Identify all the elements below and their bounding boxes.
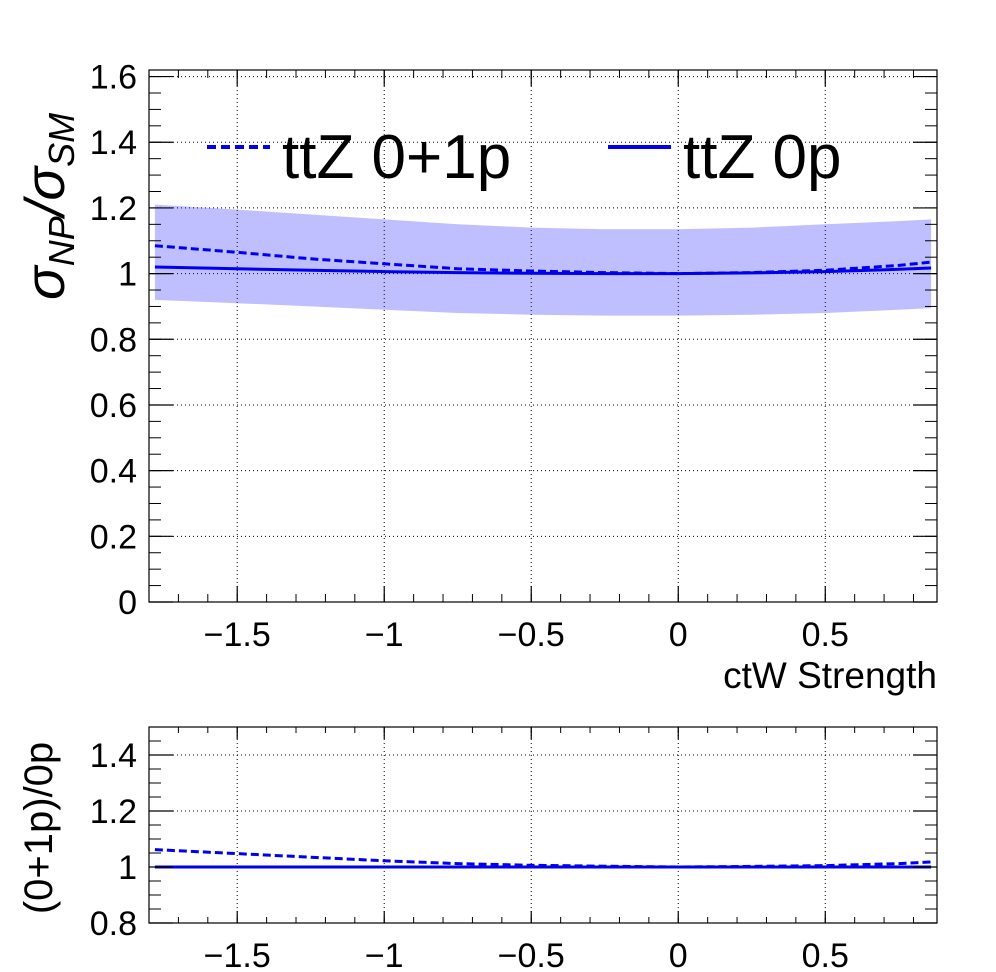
y-title-slash-sigma: /σ <box>13 165 76 221</box>
y-title-sub-np: NP <box>41 216 82 266</box>
legend: ttZ 0+1p ttZ 0p <box>207 123 842 192</box>
x-tick-label: −1 <box>365 616 404 654</box>
ratio-plot-panel: −1.5 −1 −0.5 0 0.5 0.8 1 1.2 1.4 (0+1p)/0p <box>17 726 938 972</box>
main-x-tick-labels: −1.5 −1 −0.5 0 0.5 <box>204 616 849 654</box>
y-tick-label: 1.2 <box>90 793 137 831</box>
y-title-sigma: σ <box>13 264 76 300</box>
series-line-ttz-0p <box>154 265 932 276</box>
x-tick-label: −1.5 <box>204 616 271 654</box>
x-tick-label: −1 <box>365 937 404 972</box>
y-tick-label: 1 <box>118 849 137 887</box>
uncertainty-band <box>154 204 932 316</box>
y-tick-label: 1.2 <box>90 190 137 228</box>
main-y-tick-labels: 0 0.2 0.4 0.6 0.8 1 1.2 1.4 1.6 <box>90 59 137 622</box>
ratio-plot-frame <box>148 726 938 924</box>
x-tick-label: 0.5 <box>802 616 849 654</box>
y-axis-title: σNP/σSM <box>13 113 82 300</box>
ratio-x-tick-labels: −1.5 −1 −0.5 0 0.5 <box>204 937 849 972</box>
legend-label-ttz-0p: ttZ 0p <box>683 123 842 192</box>
x-tick-label: −0.5 <box>498 937 565 972</box>
y-tick-label: 0.4 <box>90 453 137 491</box>
y-tick-label: 1.4 <box>90 124 137 162</box>
y-title-sub-sm: SM <box>41 113 82 167</box>
main-axis-ticks <box>148 70 937 603</box>
x-tick-label: −1.5 <box>204 937 271 972</box>
series-line-ttz-0-1p <box>154 244 932 276</box>
y-tick-label: 0 <box>118 584 137 622</box>
ratio-line-dashed <box>154 848 932 869</box>
ratio-grid <box>149 727 937 923</box>
y-tick-label: 0.8 <box>90 905 137 943</box>
y-tick-label: 0.6 <box>90 387 137 425</box>
x-tick-label: −0.5 <box>498 616 565 654</box>
y-tick-label: 0.8 <box>90 321 137 359</box>
x-axis-title: ctW Strength <box>723 655 937 696</box>
ratio-y-axis-title: (0+1p)/0p <box>17 742 61 914</box>
main-plot-panel: −1.5 −1 −0.5 0 0.5 0 0.2 0.4 0.6 0.8 1 1.2 1.4 1.6 t… <box>13 59 938 696</box>
y-tick-label: 1 <box>118 256 137 294</box>
main-grid <box>149 70 937 602</box>
ratio-y-tick-labels: 0.8 1 1.2 1.4 <box>90 737 137 943</box>
legend-label-ttz-0-1p: ttZ 0+1p <box>282 123 511 192</box>
main-plot-frame <box>148 69 938 603</box>
y-tick-label: 0.2 <box>90 518 137 556</box>
x-tick-label: 0 <box>669 616 688 654</box>
x-tick-label: 0.5 <box>802 937 849 972</box>
x-tick-label: 0 <box>669 937 688 972</box>
ratio-axis-ticks <box>148 726 937 924</box>
y-tick-label: 1.4 <box>90 737 137 775</box>
y-tick-label: 1.6 <box>90 59 137 97</box>
